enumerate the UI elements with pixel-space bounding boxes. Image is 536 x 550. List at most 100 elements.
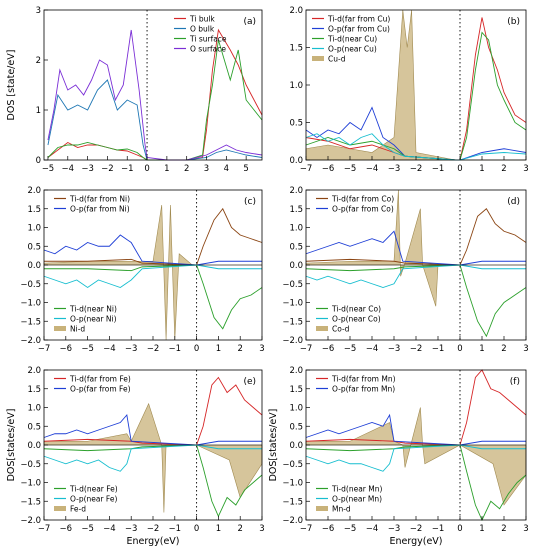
series-line-ti-d-far-from-cu- bbox=[305, 17, 527, 161]
y-tick-label: 1.0 bbox=[289, 81, 303, 91]
x-tick-label: 3 bbox=[259, 344, 264, 354]
legend-legend_top: Ti-d(far from Fe)O-p(far from Fe) bbox=[54, 375, 131, 394]
x-tick-label: 3 bbox=[523, 524, 528, 534]
y-tick-label: 0.5 bbox=[27, 422, 41, 432]
y-tick-label: −1.5 bbox=[20, 497, 41, 507]
y-tick-label: −2.0 bbox=[282, 336, 303, 346]
x-tick-label: 1 bbox=[216, 344, 221, 354]
y-tick-label: 0.5 bbox=[289, 119, 303, 129]
x-tick-label: −6 bbox=[322, 524, 335, 534]
y-tick-label: 0 bbox=[36, 156, 41, 166]
y-tick-label: −2.0 bbox=[20, 336, 41, 346]
legend-entry: O-p(near Ni) bbox=[70, 315, 117, 324]
x-tick-label: −3 bbox=[125, 344, 138, 354]
legend-legend: Ti-d(far from Cu)O-p(far from Cu)Ti-d(ne… bbox=[312, 15, 390, 64]
legend-entry: Co-d bbox=[332, 325, 350, 334]
x-tick-label: −2 bbox=[410, 164, 423, 174]
y-tick-label: 0.0 bbox=[289, 156, 303, 166]
legend-entry: Ni-d bbox=[70, 325, 85, 334]
panel-f: −7 −6 −5 −4 −3 −2 −1 0 1 2 3 −2.0 −1.5 −1.0 −0.5 0.0 0.5… bbox=[268, 366, 529, 547]
x-tick-label: −3 bbox=[388, 344, 401, 354]
legend-swatch bbox=[54, 326, 66, 331]
panel-label: (e) bbox=[243, 377, 256, 387]
x-tick-label: 1 bbox=[479, 344, 484, 354]
legend-legend_top: Ti-d(far from Mn)O-p(far from Mn) bbox=[316, 375, 396, 394]
legend-entry: Ti-d(far from Ni) bbox=[69, 195, 130, 204]
x-tick-label: 2 bbox=[237, 344, 242, 354]
x-tick-label: −3 bbox=[81, 164, 94, 174]
x-tick-label: −1 bbox=[432, 524, 445, 534]
y-tick-label: 0.5 bbox=[289, 422, 303, 432]
x-tick-label: 1 bbox=[164, 164, 169, 174]
legend-swatch bbox=[316, 506, 328, 511]
y-tick-label: −2.0 bbox=[282, 516, 303, 526]
legend-entry: Ti-d(far from Co) bbox=[331, 195, 394, 204]
panel-label: (d) bbox=[507, 197, 520, 207]
x-tick-label: 2 bbox=[184, 164, 189, 174]
legend-entry: O-p(near Co) bbox=[332, 315, 381, 324]
x-tick-label: 0 bbox=[144, 164, 149, 174]
y-tick-label: −1.0 bbox=[20, 479, 41, 489]
y-tick-label: −1.5 bbox=[282, 497, 303, 507]
y-tick-label: 1.5 bbox=[289, 385, 303, 395]
series-line-o-p-far-from-mn- bbox=[305, 413, 526, 446]
series-fill-mn-d bbox=[305, 407, 527, 506]
x-tick-label: −2 bbox=[101, 164, 114, 174]
series-line-ti-d-near-ni- bbox=[44, 264, 263, 330]
x-tick-label: −4 bbox=[366, 344, 379, 354]
x-tick-label: −2 bbox=[147, 344, 160, 354]
x-tick-label: −7 bbox=[300, 344, 313, 354]
series-line-o-p-near-fe- bbox=[43, 444, 262, 472]
legend-entry: Fe-d bbox=[70, 505, 86, 514]
legend-entry: Ti-d(near Cu) bbox=[327, 35, 377, 44]
legend-swatch bbox=[54, 506, 66, 511]
legend-swatch bbox=[316, 326, 328, 331]
x-tick-label: 4 bbox=[224, 164, 229, 174]
x-tick-label: 3 bbox=[523, 344, 528, 354]
legend-entry: O-p(near Cu) bbox=[328, 45, 377, 54]
x-tick-label: −1 bbox=[432, 164, 445, 174]
x-tick-label: 3 bbox=[259, 524, 264, 534]
x-tick-label: 0 bbox=[457, 164, 462, 174]
panel-label: (a) bbox=[243, 17, 256, 27]
y-tick-label: 2.0 bbox=[289, 366, 303, 376]
panel-b: −7 −6 −5 −4 −3 −2 −1 0 1 2 3 0.0 0.5 1.0 1.5 2.0 (b) Ti-d… bbox=[289, 6, 528, 174]
panel-c: −7 −6 −5 −4 −3 −2 −1 0 1 2 3 −2.0 −1.5 −1.0 −0.5 0.0 0.5… bbox=[20, 186, 264, 354]
series-fill-fe-d bbox=[43, 402, 263, 513]
legend-entry: O bulk bbox=[190, 25, 215, 34]
legend-legend_bottom: Ti-d(near Mn)O-p(near Mn)Mn-d bbox=[316, 485, 382, 514]
series-line-ti-d-far-from-ni- bbox=[44, 207, 263, 266]
x-axis-label: Energy(eV) bbox=[389, 536, 442, 547]
legend-entry: O-p(far from Ni) bbox=[70, 205, 130, 214]
y-tick-label: 0.5 bbox=[27, 242, 41, 252]
legend-legend_bottom: Ti-d(near Fe)O-p(near Fe)Fe-d bbox=[54, 485, 118, 514]
x-tick-label: −7 bbox=[300, 524, 313, 534]
series-line-ti-bulk bbox=[47, 28, 263, 161]
legend-entry: O-p(far from Cu) bbox=[328, 25, 390, 34]
x-tick-label: −6 bbox=[322, 344, 335, 354]
y-tick-label: 2 bbox=[36, 56, 41, 66]
x-tick-label: 5 bbox=[243, 164, 248, 174]
y-tick-label: −0.5 bbox=[20, 460, 41, 470]
y-tick-label: −1.0 bbox=[282, 299, 303, 309]
legend-swatch bbox=[312, 56, 324, 61]
y-tick-label: 1 bbox=[36, 106, 41, 116]
legend-entry: O-p(far from Co) bbox=[332, 205, 394, 214]
x-tick-label: −2 bbox=[147, 524, 160, 534]
x-tick-label: 2 bbox=[501, 344, 506, 354]
x-tick-label: −5 bbox=[42, 164, 55, 174]
y-tick-label: −1.5 bbox=[282, 317, 303, 327]
legend-entry: O-p(far from Mn) bbox=[332, 385, 395, 394]
x-tick-label: 0 bbox=[457, 344, 462, 354]
x-axis-label: Energy(eV) bbox=[126, 536, 179, 547]
x-tick-label: −2 bbox=[410, 524, 423, 534]
y-tick-label: −1.0 bbox=[282, 479, 303, 489]
series-line-o-p-far-from-co- bbox=[305, 230, 526, 266]
x-tick-label: 2 bbox=[501, 164, 506, 174]
panel-label: (f) bbox=[510, 377, 520, 387]
x-tick-label: −1 bbox=[121, 164, 134, 174]
series-line-ti-surface bbox=[47, 39, 263, 161]
